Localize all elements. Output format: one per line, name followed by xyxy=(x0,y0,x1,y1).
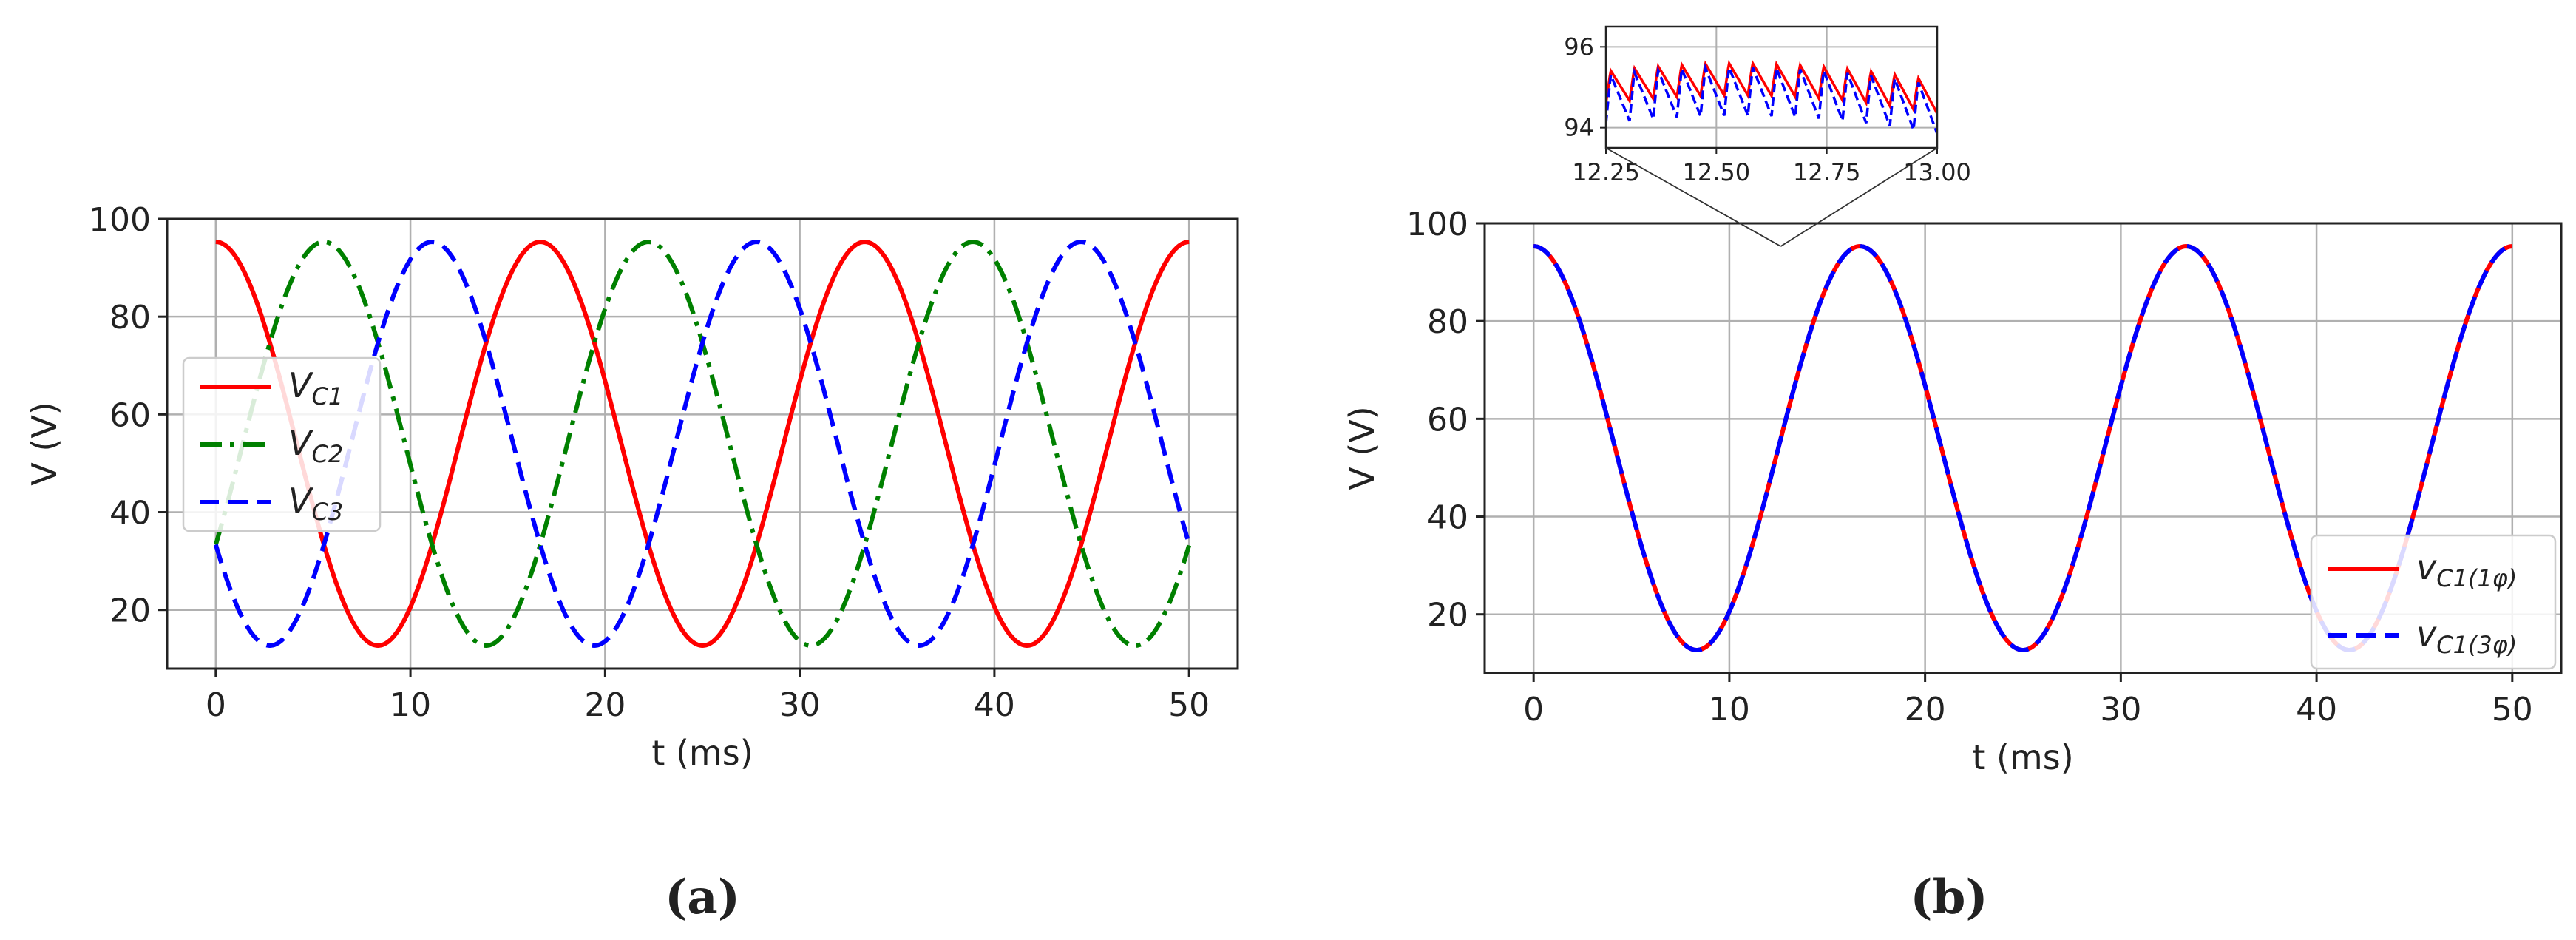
plot-frame xyxy=(166,217,1239,670)
x-axis-label: t (ms) xyxy=(651,733,753,773)
x-tick-label: 10 xyxy=(390,686,431,724)
x-tick-label: 50 xyxy=(1168,686,1210,724)
legend-label: VC1 xyxy=(288,365,343,410)
panel-label: (b) xyxy=(1910,870,1987,925)
x-tick-label: 30 xyxy=(2100,691,2141,728)
y-tick-label: 80 xyxy=(109,299,151,337)
x-tick-label: 10 xyxy=(1709,691,1750,728)
x-tick-label: 20 xyxy=(1905,691,1946,728)
y-tick-label: 20 xyxy=(1427,597,1468,635)
inset-frame xyxy=(1604,25,1939,149)
y-axis-label: V (V) xyxy=(1342,406,1382,490)
inset-x-tick-label: 12.50 xyxy=(1683,158,1751,186)
legend-box xyxy=(182,356,382,532)
x-tick-label: 20 xyxy=(584,686,626,724)
y-tick-label: 60 xyxy=(109,396,151,434)
series-line-3 xyxy=(213,240,1192,648)
y-tick-label: 40 xyxy=(1427,499,1468,537)
inset-y-tick-label: 96 xyxy=(1564,33,1594,61)
panel-label: (a) xyxy=(665,870,740,925)
inset-series-line-1 xyxy=(1606,59,1937,115)
inset-y-tick-label: 94 xyxy=(1564,114,1594,142)
legend: VC1 VC2 VC3 xyxy=(182,356,382,532)
chart-panel-b: 0 10 20 30 40 50 20 40 60 80 100 t (ms) V (V) (b) vC1(… xyxy=(1342,25,2563,925)
x-tick-label: 0 xyxy=(206,686,226,724)
series-line-1 xyxy=(215,240,1190,648)
y-tick-label: 80 xyxy=(1427,303,1468,341)
x-tick-label: 30 xyxy=(779,686,821,724)
x-axis-label: t (ms) xyxy=(1972,737,2073,777)
inset-x-tick-label: 13.00 xyxy=(1903,158,1971,186)
legend-label: VC3 xyxy=(288,481,343,526)
inset-connector xyxy=(1605,147,1781,247)
y-tick-label: 100 xyxy=(1406,206,1468,243)
x-tick-label: 40 xyxy=(2296,691,2337,728)
zoom-inset: 12.25 12.50 12.75 13.00 94 96 xyxy=(1564,25,1971,247)
legend-label: vC1(1φ) xyxy=(2416,547,2517,592)
inset-x-tick-label: 12.25 xyxy=(1572,158,1640,186)
y-tick-label: 100 xyxy=(89,201,151,239)
y-tick-label: 40 xyxy=(109,495,151,532)
y-tick-label: 60 xyxy=(1427,401,1468,439)
legend-label: vC1(3φ) xyxy=(2416,614,2517,659)
x-tick-label: 50 xyxy=(2492,691,2533,728)
y-tick-label: 20 xyxy=(109,592,151,630)
inset-series-line-2 xyxy=(1606,63,1937,135)
x-tick-label: 0 xyxy=(1523,691,1544,728)
legend: vC1(1φ) vC1(3φ) xyxy=(2310,534,2557,670)
x-tick-label: 40 xyxy=(974,686,1015,724)
legend-label: VC2 xyxy=(288,423,343,468)
inset-x-tick-label: 12.75 xyxy=(1793,158,1861,186)
inset-connector xyxy=(1780,147,1938,247)
plot-frame xyxy=(1483,222,2563,674)
y-axis-label: V (V) xyxy=(24,402,64,485)
